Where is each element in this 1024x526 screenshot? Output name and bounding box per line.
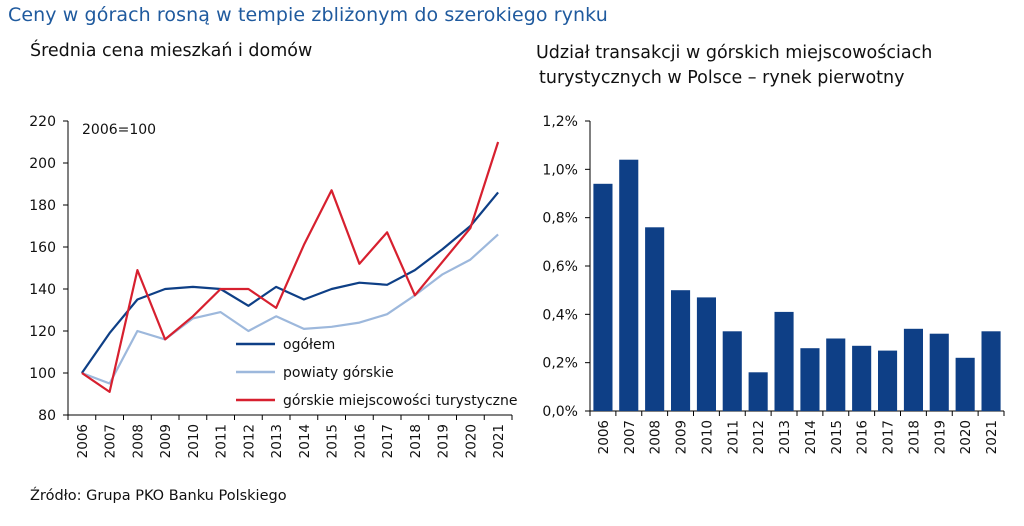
x-tick-label: 2017 [881, 420, 897, 454]
x-tick-label: 2014 [803, 420, 819, 454]
x-tick-label: 2016 [855, 420, 871, 454]
y-tick-label: 100 [29, 366, 56, 382]
x-tick-label: 2014 [297, 424, 313, 458]
line-chart: 80 100 120 140 160 180 200 220 2006 2007 2008 2009 2… [29, 114, 517, 458]
series-line-3 [81, 141, 500, 393]
x-tick-label: 2018 [408, 424, 424, 458]
bar [852, 345, 872, 412]
x-tick-label: 2010 [186, 424, 202, 458]
x-tick-label: 2012 [751, 420, 767, 454]
bar [696, 297, 716, 411]
main-title: Ceny w górach rosną w tempie zbliżonym d… [8, 4, 608, 26]
x-tick-label: 2009 [158, 424, 174, 458]
bar [929, 333, 949, 411]
bar [826, 338, 846, 411]
y-tick-label: 0,6% [542, 259, 578, 275]
legend-label: ogółem [283, 337, 335, 353]
bar-chart: 0,0% 0,2% 0,4% 0,6% 0,8% 1,0% 1,2% 2006 2007 2008… [542, 114, 1005, 454]
x-tick-label: 2020 [463, 424, 479, 458]
x-tick-label: 2008 [648, 420, 664, 454]
annotation-base-year: 2006=100 [82, 122, 156, 138]
x-tick-label: 2006 [75, 424, 91, 458]
x-tick-label: 2007 [622, 420, 638, 454]
bar [878, 350, 898, 411]
x-tick-label: 2007 [103, 424, 119, 458]
bar [722, 331, 742, 412]
bar [800, 348, 820, 411]
x-tick-label: 2011 [725, 420, 741, 454]
y-tick-label: 0,4% [542, 307, 578, 323]
x-tick-label: 2010 [699, 420, 715, 454]
x-tick-label: 2017 [380, 424, 396, 458]
y-tick-label: 120 [29, 324, 56, 340]
x-tick-label: 2009 [674, 420, 690, 454]
y-tick-label: 180 [29, 198, 56, 214]
y-tick-label: 160 [29, 240, 56, 256]
x-tick-label: 2013 [777, 420, 793, 454]
bar [619, 159, 639, 411]
bar [955, 357, 975, 411]
x-tick-label: 2011 [214, 424, 230, 458]
y-tick-label: 1,0% [542, 162, 578, 178]
x-tick-label: 2021 [491, 424, 507, 458]
x-tick-label: 2019 [932, 420, 948, 454]
series-line-2 [81, 233, 499, 385]
x-tick-label: 2006 [596, 420, 612, 454]
source-note: Źródło: Grupa PKO Banku Polskiego [30, 488, 287, 504]
bar-chart-title-line2: turystycznych w Polsce – rynek pierwotny [539, 68, 905, 88]
x-tick-label: 2020 [958, 420, 974, 454]
bar [645, 227, 665, 411]
bar [748, 372, 768, 411]
series-line-1 [80, 191, 499, 374]
bar [671, 290, 691, 411]
bar-chart-title-line1: Udział transakcji w górskich miejscowośc… [536, 43, 933, 63]
x-tick-label: 2015 [325, 424, 341, 458]
bar [774, 311, 794, 411]
x-tick-label: 2016 [352, 424, 368, 458]
y-tick-label: 0,2% [542, 356, 578, 372]
bar [981, 331, 1001, 412]
x-tick-label: 2015 [829, 420, 845, 454]
bar [903, 328, 923, 411]
x-tick-label: 2018 [906, 420, 922, 454]
y-tick-label: 140 [29, 282, 56, 298]
y-tick-label: 80 [38, 408, 56, 424]
x-tick-label: 2013 [269, 424, 285, 458]
y-tick-label: 1,2% [542, 114, 578, 130]
y-tick-label: 0,8% [542, 211, 578, 227]
x-tick-label: 2008 [130, 424, 146, 458]
x-tick-label: 2021 [984, 420, 1000, 454]
bar-chart-title: Udział transakcji w górskich miejscowośc… [536, 41, 932, 91]
line-chart-title: Średnia cena mieszkań i domów [30, 41, 313, 61]
y-tick-label: 220 [29, 114, 56, 130]
y-tick-label: 0,0% [542, 404, 578, 420]
legend-label: powiaty górskie [283, 365, 394, 381]
legend-label: górskie miejscowości turystyczne [283, 393, 518, 409]
y-tick-label: 200 [29, 156, 56, 172]
bar [593, 183, 613, 411]
x-tick-label: 2012 [241, 424, 257, 458]
x-tick-label: 2019 [436, 424, 452, 458]
